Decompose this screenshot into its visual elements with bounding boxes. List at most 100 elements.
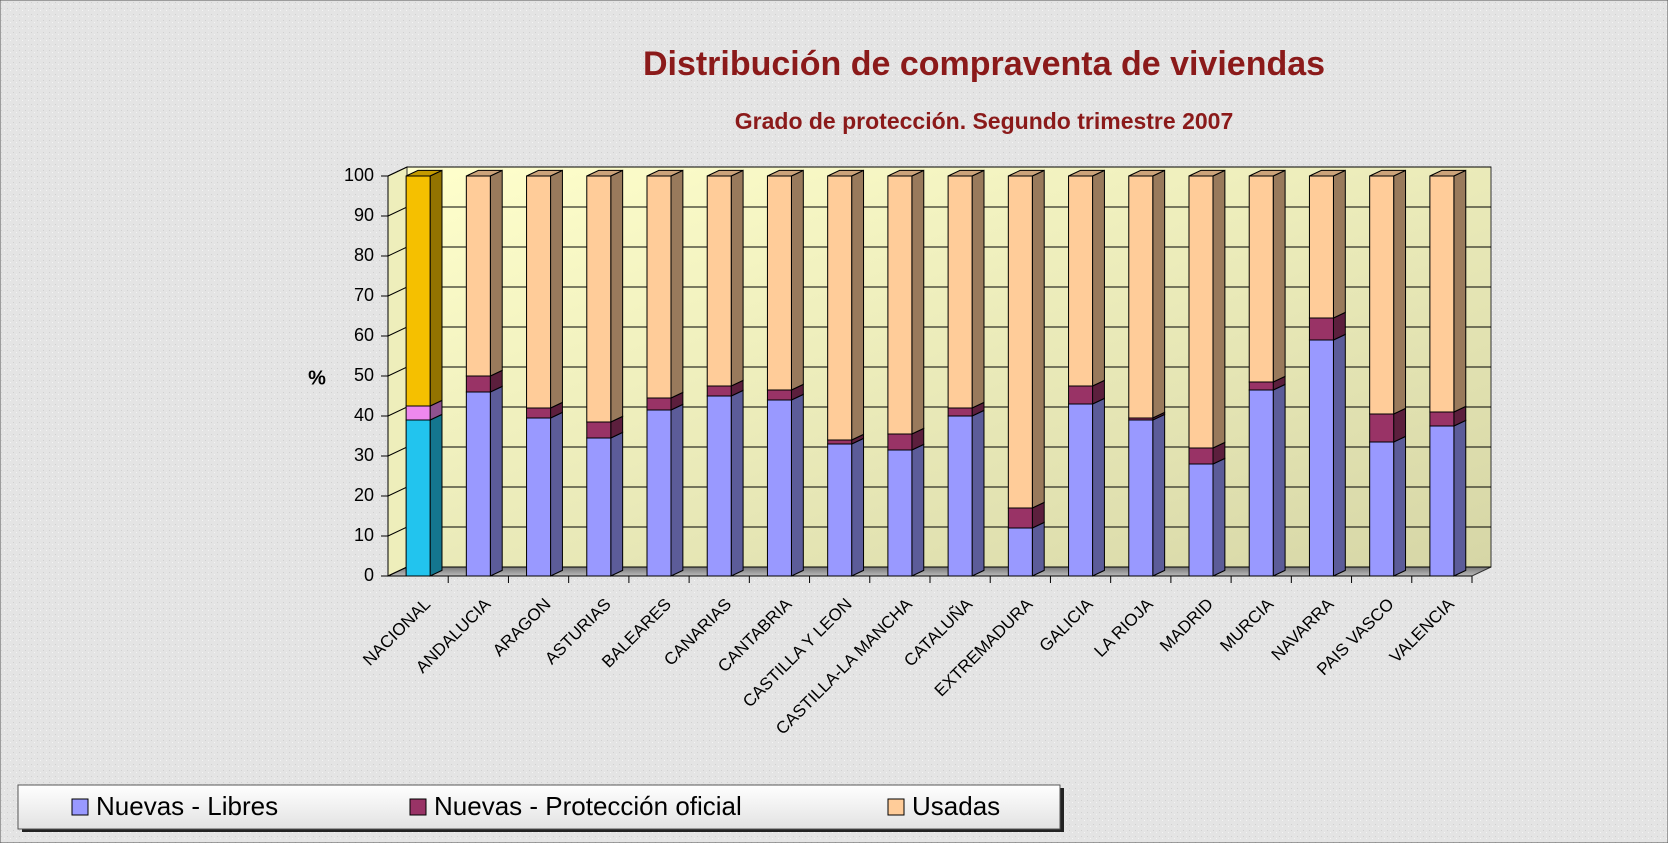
bar-segment: [766, 175, 792, 391]
bar-side: [1212, 169, 1226, 449]
bar-segment: [706, 385, 732, 397]
bar-segment: [526, 407, 552, 419]
bar-segment: [1429, 175, 1455, 413]
legend-box: [17, 784, 1061, 830]
y-tick-label: 70: [354, 285, 374, 305]
bar-segment: [1188, 175, 1214, 449]
bar-side: [429, 413, 443, 577]
bar-segment: [1068, 403, 1094, 577]
bar-side: [489, 169, 503, 377]
bar-side: [1031, 521, 1045, 577]
bar-top: [646, 169, 684, 177]
bar-segment: [1007, 175, 1033, 509]
bar-side: [851, 169, 865, 441]
bar-top: [1188, 169, 1226, 177]
bar-side: [1332, 333, 1346, 577]
bar-top: [707, 169, 744, 177]
bar-segment: [1308, 175, 1334, 319]
bar-side: [1031, 169, 1045, 509]
bar-side: [610, 431, 624, 577]
bar-side: [1272, 383, 1286, 577]
bar-segment: [586, 175, 612, 423]
legend-label: Usadas: [912, 791, 1000, 821]
chart-subtitle: Grado de protección. Segundo trimestre 2…: [735, 108, 1233, 134]
y-tick-label: 90: [354, 205, 374, 225]
y-tick-label: 100: [344, 165, 374, 185]
bar-side: [489, 385, 503, 577]
bar-segment: [405, 405, 431, 421]
bar-side: [911, 443, 925, 577]
bar-side: [429, 169, 443, 407]
bar-side: [971, 409, 985, 577]
bar-side: [670, 169, 684, 399]
chart-title: Distribución de compraventa de viviendas: [643, 45, 1325, 83]
bar-segment: [646, 409, 672, 577]
y-tick-label: 60: [354, 325, 374, 345]
bar-segment: [947, 415, 973, 577]
bar-segment: [947, 407, 973, 417]
bar-top: [887, 169, 924, 177]
bar-segment: [766, 399, 792, 577]
bar-segment: [1068, 385, 1094, 405]
grid-line: [387, 166, 1491, 177]
bar-top: [1068, 169, 1105, 177]
bar-side: [1393, 435, 1407, 577]
bar-side: [550, 411, 563, 577]
bar-segment: [1068, 175, 1094, 387]
bar-segment: [887, 175, 913, 435]
bar-side: [790, 169, 804, 391]
bar-side: [971, 169, 985, 409]
bar-segment: [1188, 447, 1214, 465]
bar-segment: [405, 175, 431, 407]
bar-side: [1453, 419, 1467, 577]
bar-segment: [706, 395, 732, 577]
bar-segment: [1188, 463, 1214, 577]
bar-segment: [1308, 317, 1334, 341]
bar-top: [947, 169, 985, 177]
bar-side: [670, 403, 684, 577]
bar-segment: [465, 391, 491, 577]
bar-side: [911, 169, 925, 435]
bar-segment: [465, 175, 491, 377]
bar-segment: [1369, 441, 1395, 577]
bar-top: [1128, 169, 1165, 177]
bar-top: [1309, 169, 1346, 177]
bar-side: [1393, 169, 1407, 415]
bar-segment: [766, 389, 792, 401]
y-tick-label: 50: [354, 365, 374, 385]
bar-segment: [1128, 419, 1154, 577]
bar-segment: [1369, 175, 1395, 415]
bar-side: [1152, 413, 1166, 577]
bar-segment: [827, 439, 853, 445]
bar-top: [1429, 169, 1466, 177]
bar-side: [1272, 169, 1286, 383]
bar-side: [1092, 397, 1105, 577]
legend-label: Nuevas - Libres: [96, 791, 278, 821]
bar-segment: [1429, 425, 1455, 577]
bar-side: [1453, 169, 1467, 413]
y-tick-label: 30: [354, 445, 374, 465]
bar-top: [526, 169, 563, 177]
bar-segment: [586, 437, 612, 577]
bar-top: [586, 169, 623, 177]
bar-segment: [1248, 389, 1274, 577]
bar-segment: [1007, 507, 1033, 529]
bar-segment: [1369, 413, 1395, 443]
bar-segment: [827, 175, 853, 441]
bar-segment: [526, 417, 552, 577]
bar-side: [730, 169, 744, 387]
bar-side: [1332, 169, 1346, 319]
y-tick-label: 80: [354, 245, 374, 265]
bar-segment: [887, 433, 913, 451]
bar-side: [851, 437, 865, 577]
bar-side: [1152, 169, 1166, 419]
bar-top: [405, 169, 443, 177]
bar-side: [550, 169, 563, 409]
bar-side: [1092, 169, 1105, 387]
bar-top: [767, 169, 804, 177]
bar-segment: [646, 175, 672, 399]
bar-side: [1212, 457, 1226, 577]
legend-swatch: [409, 798, 427, 816]
